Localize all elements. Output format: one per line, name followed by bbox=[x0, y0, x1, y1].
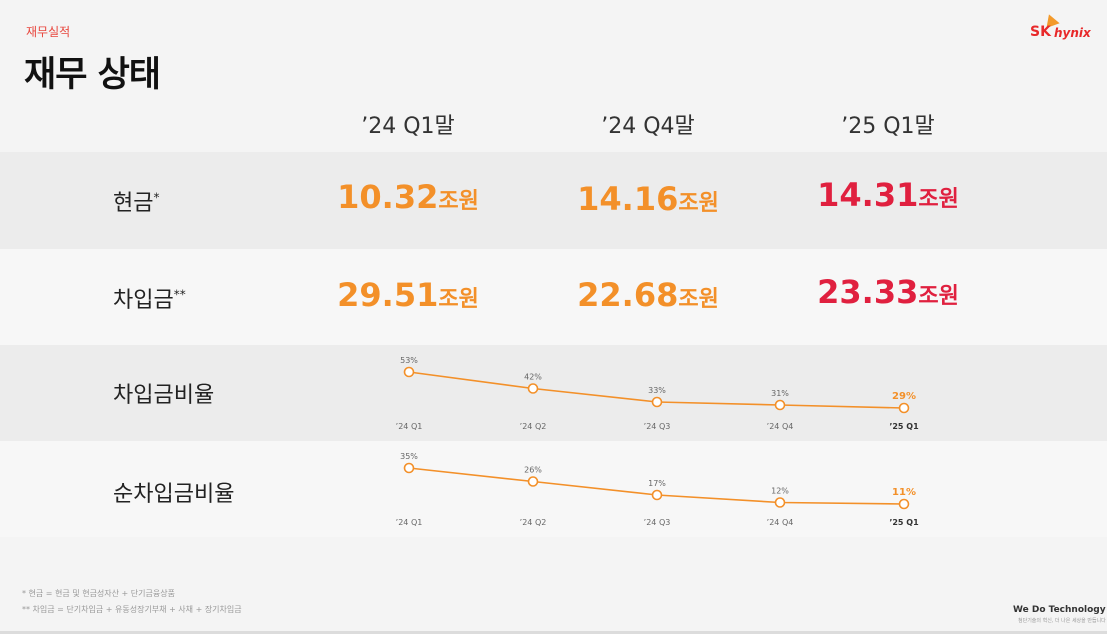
bottom-divider bbox=[0, 631, 1107, 634]
tagline: We Do Technology bbox=[1013, 605, 1106, 615]
data-label: 26% bbox=[524, 466, 542, 475]
data-label: 29% bbox=[892, 391, 916, 402]
x-tick-label: ’24 Q2 bbox=[520, 518, 547, 527]
borrowings-value-24q1: 29.51조원 bbox=[337, 276, 479, 314]
section-label: 재무실적 bbox=[26, 25, 71, 39]
data-point bbox=[651, 489, 663, 501]
x-tick-label: ’24 Q4 bbox=[767, 422, 794, 431]
data-point bbox=[651, 396, 663, 408]
x-tick-label: ’25 Q1 bbox=[889, 518, 919, 527]
column-header-24q4: ’24 Q4말 bbox=[601, 114, 695, 139]
data-point bbox=[403, 366, 415, 378]
cash-value-25q1: 14.31조원 bbox=[817, 176, 959, 214]
x-tick-label: ’25 Q1 bbox=[889, 422, 919, 431]
footnote-cash: * 현금 = 현금 및 현금성자산 + 단기금융상품 bbox=[22, 589, 175, 598]
cash-value-24q1: 10.32조원 bbox=[337, 178, 479, 216]
column-header-24q1: ’24 Q1말 bbox=[361, 114, 455, 139]
sk-hynix-logo: SK hynix bbox=[1030, 11, 1094, 44]
data-point bbox=[527, 476, 539, 487]
row-band-borrowings bbox=[0, 249, 1107, 345]
row-band-net-debt-ratio bbox=[0, 441, 1107, 537]
data-label: 11% bbox=[892, 487, 916, 498]
x-tick-label: ’24 Q3 bbox=[644, 518, 671, 527]
logo-hynix-text: hynix bbox=[1054, 26, 1091, 40]
borrowings-value-25q1: 23.33조원 bbox=[817, 273, 959, 311]
data-label: 12% bbox=[771, 487, 789, 496]
row-band-cash bbox=[0, 152, 1107, 249]
cash-value-24q4: 14.16조원 bbox=[577, 180, 719, 218]
data-label: 17% bbox=[648, 479, 666, 488]
data-label: 33% bbox=[648, 386, 666, 395]
chart-label-debt-ratio: 차입금비율 bbox=[113, 383, 215, 408]
net-debt-ratio-chart: 35% ’24 Q1 26% ’24 Q2 17% ’24 Q3 12% ’24 Q4 11% ’… bbox=[396, 452, 919, 527]
data-label: 42% bbox=[524, 373, 542, 382]
x-tick-label: ’24 Q2 bbox=[520, 422, 547, 431]
logo-sk-text: SK bbox=[1030, 24, 1051, 40]
page-title: 재무 상태 bbox=[24, 55, 161, 95]
row-band-debt-ratio bbox=[0, 345, 1107, 441]
borrowings-value-24q4: 22.68조원 bbox=[577, 276, 719, 314]
data-point bbox=[898, 402, 910, 414]
chart-label-net-debt-ratio: 순차입금비율 bbox=[113, 482, 235, 507]
footnote-borrowings: ** 차입금 = 단기차입금 + 유동성장기부채 + 사채 + 장기차입금 bbox=[22, 605, 242, 614]
x-tick-label: ’24 Q1 bbox=[396, 518, 423, 527]
row-label-borrowings: 차입금** bbox=[113, 287, 186, 313]
x-tick-label: ’24 Q1 bbox=[396, 422, 423, 431]
data-point bbox=[403, 462, 415, 474]
data-point bbox=[774, 399, 786, 411]
tagline-sub: 첨단기술의 혁신, 더 나은 세상을 만듭니다 bbox=[1018, 618, 1106, 624]
data-point bbox=[527, 383, 539, 394]
x-tick-label: ’24 Q4 bbox=[767, 518, 794, 527]
data-label: 53% bbox=[400, 356, 418, 365]
column-header-25q1: ’25 Q1말 bbox=[841, 114, 935, 139]
data-point bbox=[774, 497, 786, 508]
data-label: 35% bbox=[400, 452, 418, 461]
data-point bbox=[898, 498, 910, 510]
debt-ratio-chart: 53% ’24 Q1 42% ’24 Q2 33% ’24 Q3 31% ’24 Q4 29% ’… bbox=[396, 356, 919, 431]
data-label: 31% bbox=[771, 389, 789, 398]
row-label-cash: 현금* bbox=[113, 190, 160, 216]
x-tick-label: ’24 Q3 bbox=[644, 422, 671, 431]
